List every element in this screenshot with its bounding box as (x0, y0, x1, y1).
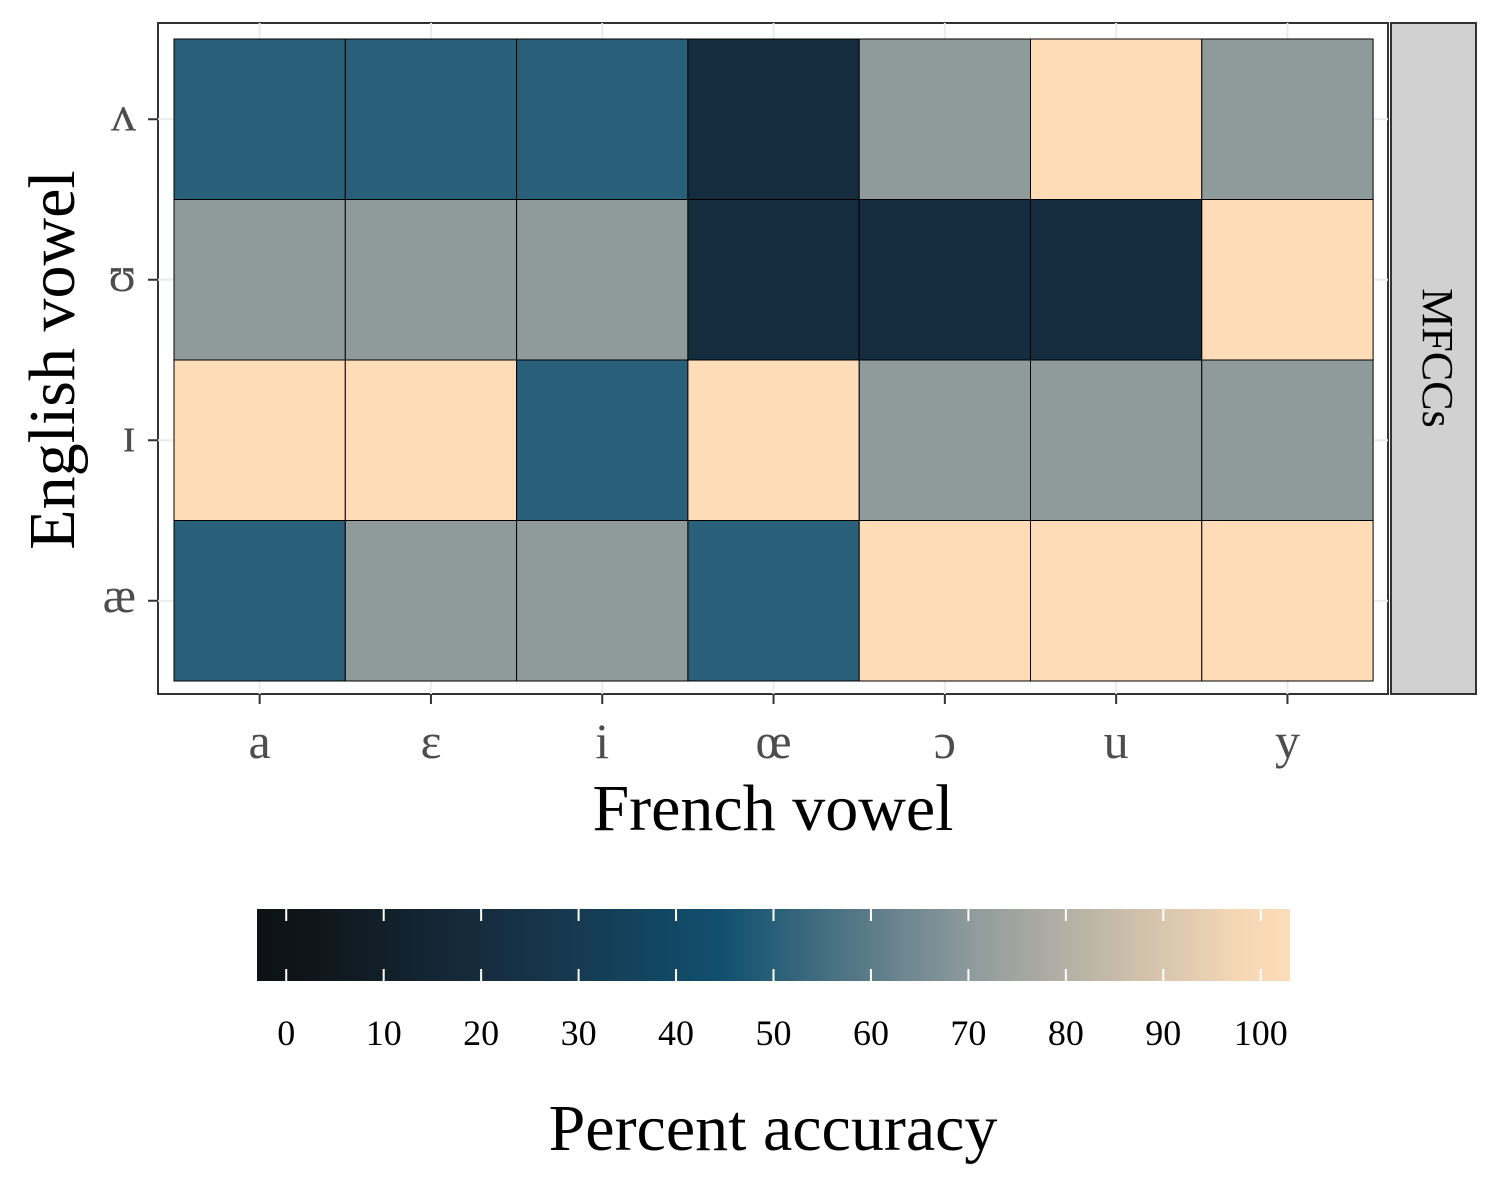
heatmap-cell (858, 359, 1032, 521)
heatmap-cell (344, 38, 518, 200)
heatmap-cell (1201, 38, 1374, 200)
legend-tick-label: 30 (561, 1013, 597, 1053)
legend-title: Percent accuracy (549, 1092, 998, 1165)
x-tick-label: ɛ (420, 713, 441, 769)
legend-tick-label: 50 (756, 1013, 792, 1053)
legend-tick-label: 80 (1048, 1013, 1084, 1053)
heatmap-cell (687, 38, 860, 200)
heatmap-cell (1201, 520, 1374, 682)
heatmap-cell (173, 359, 346, 521)
y-tick-label: ʊ (109, 246, 136, 302)
heatmap-cell (173, 38, 346, 200)
heatmap-cell (173, 199, 346, 361)
heatmap-cell (1030, 199, 1203, 361)
y-tick-label: ɪ (122, 407, 136, 463)
axes: a ɛ i œ ɔ u y ʌ ʊ ɪ æ (103, 86, 1300, 769)
heatmap-cell (1201, 199, 1374, 361)
heatmap-cell (516, 359, 689, 521)
legend: 0 10 20 30 40 50 60 70 80 90 100 (257, 909, 1290, 1053)
legend-tick-label: 90 (1145, 1013, 1181, 1053)
heatmap-cell (516, 520, 689, 682)
legend-tick-label: 60 (853, 1013, 889, 1053)
heatmap-cell (687, 199, 860, 361)
heatmap-cell (1030, 359, 1203, 521)
heatmap-cell (516, 199, 689, 361)
heatmap-cell (516, 38, 689, 200)
heatmap-cell (858, 520, 1032, 682)
heatmap-cell (344, 199, 518, 361)
x-tick-label: y (1275, 713, 1300, 769)
heatmap-cell (173, 520, 346, 682)
y-axis-title: English vowel (16, 170, 89, 549)
heatmap-cell (344, 520, 518, 682)
heatmap-cell (858, 38, 1032, 200)
y-tick-label: ʌ (111, 86, 136, 142)
x-tick-label: a (249, 713, 271, 769)
x-tick-label: ɔ (934, 713, 956, 769)
legend-tick-label: 10 (366, 1013, 402, 1053)
x-tick-label: i (595, 713, 609, 769)
heatmap-cell (1030, 38, 1203, 200)
x-axis-title: French vowel (592, 772, 953, 845)
heatmap-cell (687, 359, 860, 521)
facet-label: MFCCs (1413, 288, 1462, 427)
heatmap-cell (344, 359, 518, 521)
heatmap-cell (687, 520, 860, 682)
heatmap-cell (1201, 359, 1374, 521)
heatmap-cells (173, 38, 1374, 682)
y-tick-label: æ (103, 567, 136, 623)
legend-tick-label: 100 (1234, 1013, 1288, 1053)
legend-tick-label: 40 (658, 1013, 694, 1053)
heatmap-cell (858, 199, 1032, 361)
legend-tick-label: 20 (463, 1013, 499, 1053)
facet-strip (1390, 22, 1477, 695)
heatmap-cell (1030, 520, 1203, 682)
x-tick-label: œ (755, 713, 791, 769)
x-tick-label: u (1104, 713, 1129, 769)
legend-tick-label: 70 (950, 1013, 986, 1053)
legend-tick-label: 0 (277, 1013, 295, 1053)
